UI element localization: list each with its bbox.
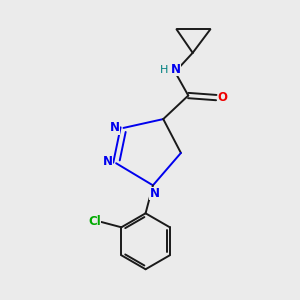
Text: N: N [149,187,159,200]
Text: N: N [171,63,181,76]
Text: O: O [218,91,228,104]
Text: N: N [103,155,113,168]
Text: N: N [110,122,120,134]
Text: H: H [160,64,168,75]
Text: Cl: Cl [88,215,101,229]
